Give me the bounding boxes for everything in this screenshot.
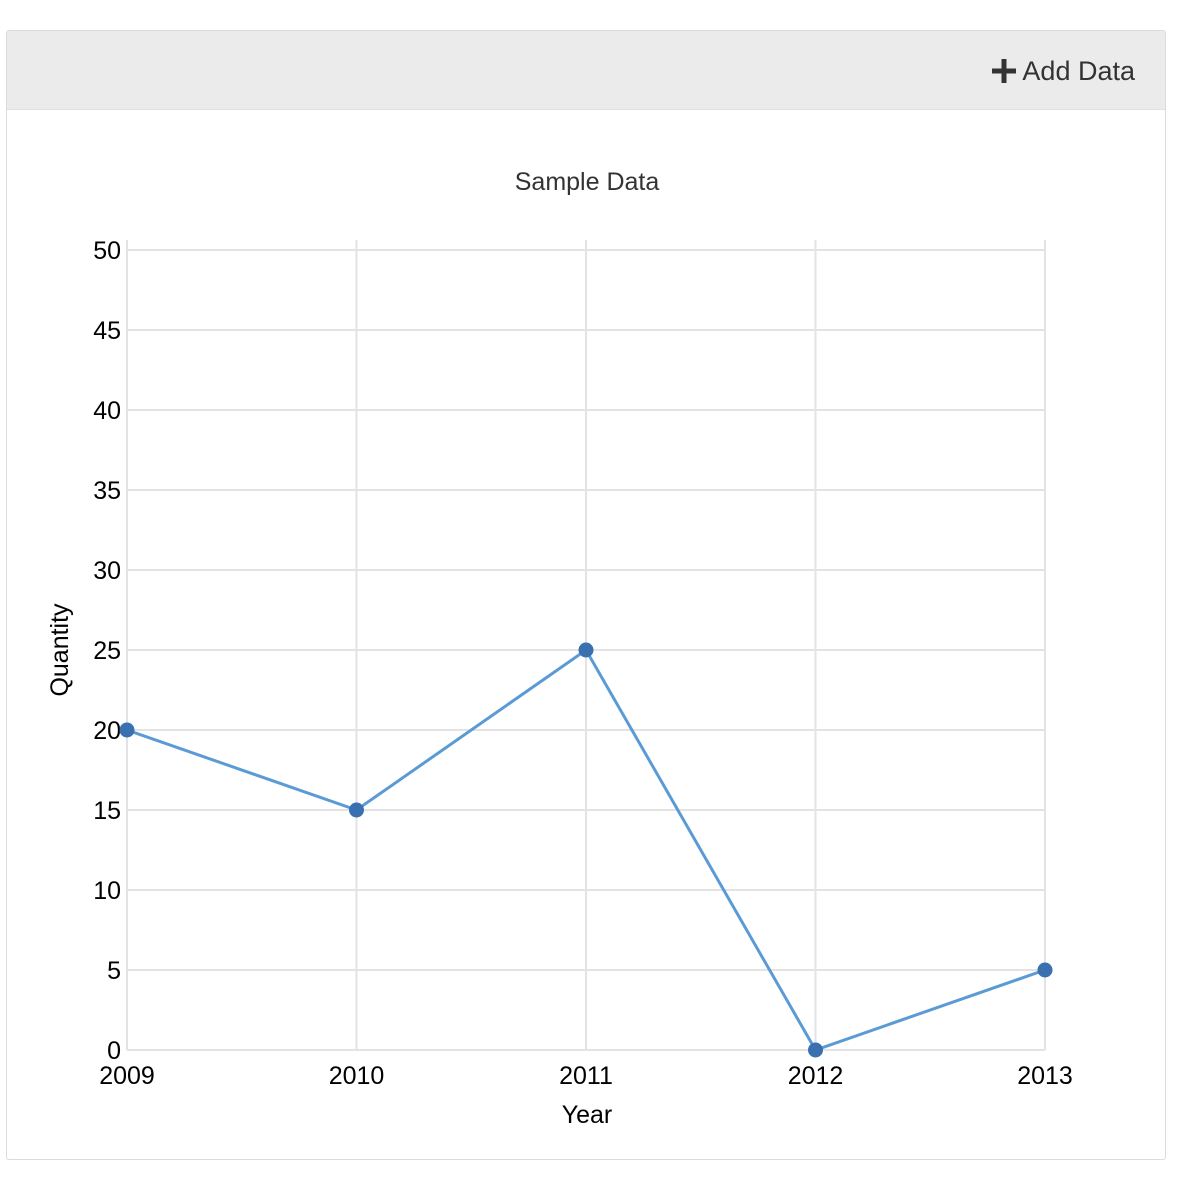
add-data-label: Add Data	[1022, 55, 1135, 86]
panel-header: Add Data	[7, 31, 1165, 110]
chart-panel: Add Data	[6, 30, 1166, 1160]
add-data-button[interactable]: Add Data	[990, 53, 1135, 89]
plus-icon	[992, 59, 1017, 83]
